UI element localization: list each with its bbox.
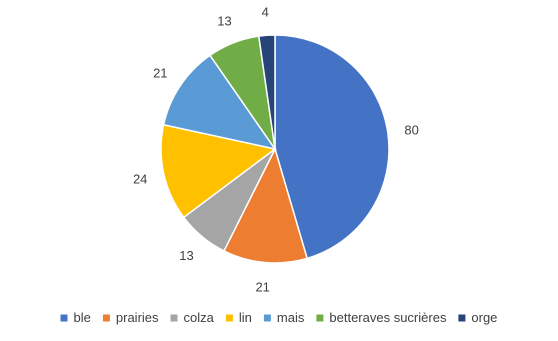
legend-swatch-orge [458, 314, 466, 322]
pie-slices [160, 34, 390, 264]
legend-label-mais: mais [277, 310, 305, 325]
legend-label-orge: orge [471, 310, 497, 325]
legend-item-colza: colza [170, 310, 215, 325]
data-labels: 80 21 13 24 21 13 4 [133, 4, 419, 294]
legend-label-ble: ble [74, 310, 91, 325]
pie-slice-lin [160, 123, 277, 219]
pie-slice-mais [162, 54, 277, 151]
legend-item-lin: lin [225, 310, 252, 325]
pie-slice-orge [257, 34, 276, 150]
pie-slice-prairies [222, 146, 309, 264]
legend-swatch-lin [225, 314, 233, 322]
legend-item-ble: ble [60, 310, 91, 325]
legend-item-prairies: prairies [102, 310, 159, 325]
pie-slice-ble [274, 34, 390, 260]
data-label-mais: 21 [153, 65, 167, 80]
legend: ble prairies colza lin mais betteraves sucriè… [60, 310, 497, 325]
data-label-betteraves-sucrieres: 13 [217, 14, 231, 29]
legend-label-prairies: prairies [116, 310, 159, 325]
data-label-prairies: 21 [255, 280, 269, 295]
legend-label-colza: colza [184, 310, 215, 325]
legend-item-betteraves-sucrieres: betteraves sucrières [316, 310, 447, 325]
legend-swatch-prairies [102, 314, 110, 322]
legend-label-lin: lin [239, 310, 252, 325]
legend-swatch-colza [170, 314, 178, 322]
data-label-colza: 13 [179, 248, 193, 263]
data-label-orge: 4 [262, 4, 269, 19]
legend-item-orge: orge [458, 310, 497, 325]
legend-swatch-betteraves-sucrieres [316, 314, 324, 322]
data-label-lin: 24 [133, 171, 147, 186]
legend-label-betteraves-sucrieres: betteraves sucrières [329, 310, 447, 325]
legend-item-mais: mais [263, 310, 305, 325]
legend-swatch-ble [60, 314, 68, 322]
legend-swatch-mais [263, 314, 271, 322]
data-label-ble: 80 [404, 122, 418, 137]
